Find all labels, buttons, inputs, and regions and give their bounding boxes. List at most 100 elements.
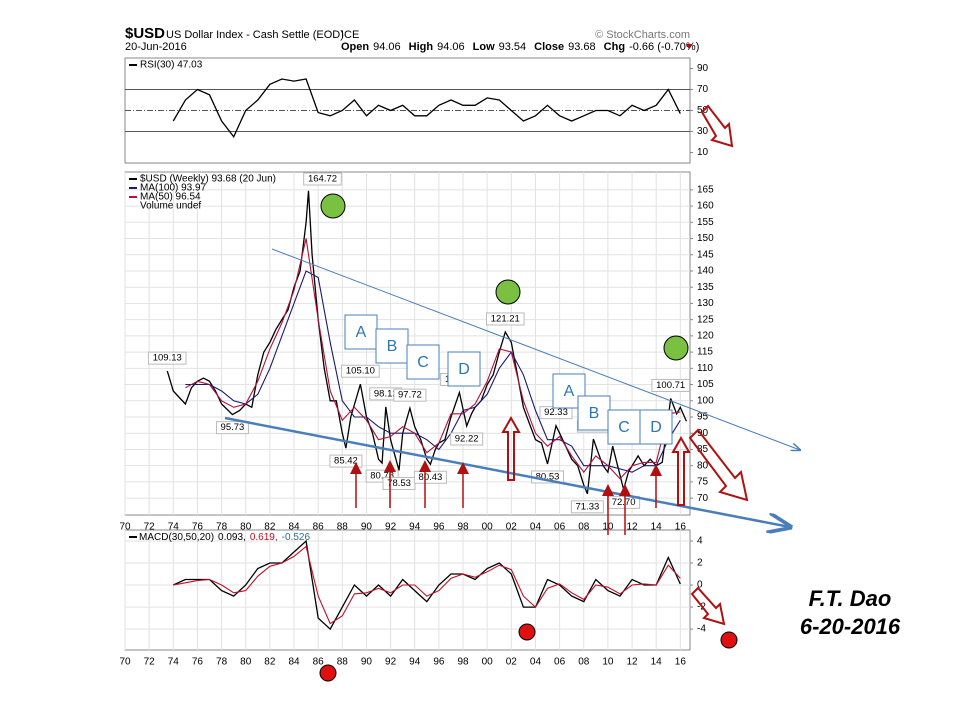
wave-box [447, 351, 481, 387]
quote-value: 93.68 [568, 41, 596, 53]
price-label-box [341, 364, 380, 378]
quote-label: High [409, 41, 434, 53]
price-label: 80.43 [419, 472, 443, 483]
wave-box [577, 395, 611, 431]
y-tick-label: 30 [697, 126, 709, 137]
series-line [185, 270, 681, 473]
y-tick-label: 125 [697, 314, 714, 325]
y-tick-label: 155 [697, 217, 714, 228]
x-tick-label: 98 [457, 657, 469, 668]
x-tick-label: 92 [385, 657, 397, 668]
y-tick-label: 85 [697, 444, 709, 455]
big-up-arrow [501, 415, 521, 481]
x-tick-label: 80 [240, 522, 252, 533]
y-tick-label: 70 [697, 493, 709, 504]
price-label: 71.33 [575, 501, 599, 512]
panel-frame [124, 529, 691, 651]
quote-label: Open [341, 41, 369, 53]
quote-value: 94.06 [373, 41, 401, 53]
wave-box [406, 344, 440, 380]
x-tick-label: 94 [409, 657, 421, 668]
instrument: US Dollar Index - Cash Settle (EOD) [166, 29, 344, 41]
x-tick-label: 12 [626, 522, 638, 533]
y-tick-label: 145 [697, 249, 714, 260]
y-tick-label: 110 [697, 363, 713, 374]
price-label: 80.53 [536, 471, 560, 482]
legend-entry: 0.619, [250, 532, 278, 543]
quote-value: -0.66 (-0.70%) [629, 41, 699, 53]
x-tick-label: 78 [216, 657, 228, 668]
x-tick-label: 72 [144, 522, 156, 533]
down-icon [686, 44, 692, 49]
price-label: 80.78 [370, 471, 394, 482]
quote-label: Close [534, 41, 564, 53]
price-label-box [570, 500, 604, 514]
series-line [185, 238, 681, 480]
y-tick-label: 2 [697, 558, 703, 569]
green-dot [495, 279, 521, 305]
price-label: 92.22 [455, 434, 479, 445]
x-tick-label: 04 [530, 522, 542, 533]
x-tick-label: 86 [313, 657, 325, 668]
x-tick-label: 02 [506, 657, 518, 668]
y-tick-label: 90 [697, 63, 709, 74]
symbol: $USD [125, 25, 165, 42]
red-dot [319, 664, 337, 682]
price-label: 105.10 [346, 366, 375, 377]
x-tick-label: 16 [675, 522, 687, 533]
y-tick-label: 135 [697, 282, 714, 293]
price-label-box [651, 378, 690, 392]
x-tick-label: 12 [626, 657, 638, 668]
y-tick-label: 10 [697, 147, 709, 158]
x-tick-label: 84 [288, 657, 300, 668]
x-tick-label: 02 [506, 522, 518, 533]
green-dot [320, 193, 346, 219]
price-label: 92.33 [544, 407, 568, 418]
x-tick-label: 88 [337, 657, 349, 668]
exchange: ICE [341, 29, 359, 41]
x-tick-label: 14 [651, 522, 663, 533]
x-tick-label: 16 [675, 657, 687, 668]
x-tick-label: 70 [119, 522, 131, 533]
y-tick-label: 75 [697, 477, 709, 488]
quote-label: Low [473, 41, 495, 53]
price-label: 95.73 [221, 422, 245, 433]
price-label: 121.21 [491, 313, 520, 324]
overlay [224, 104, 800, 682]
price-label: 97.72 [398, 390, 422, 401]
up-arrows [350, 460, 662, 535]
price-label: 164.72 [308, 174, 337, 185]
x-tick-label: 80 [240, 657, 252, 668]
x-tick-label: 00 [482, 657, 494, 668]
price-label-box [215, 421, 249, 435]
legend-entry: MA(50) 96.54 [140, 192, 201, 203]
price-label-box [147, 351, 187, 365]
legend-entry: $USD (Weekly) 93.68 (20 Jun) [140, 174, 276, 185]
y-tick-label: 120 [697, 331, 714, 342]
price-label: 109.13 [153, 353, 182, 364]
y-tick-label: 150 [697, 233, 714, 244]
y-tick-label: 105 [697, 379, 714, 390]
x-tick-label: 74 [168, 522, 180, 533]
x-tick-label: 94 [409, 522, 421, 533]
quote-value: 93.54 [499, 41, 527, 53]
series-line [172, 78, 681, 139]
wave-label: B [589, 405, 600, 422]
x-tick-label: 76 [192, 657, 204, 668]
x-tick-label: 90 [361, 657, 373, 668]
price-label: 72.70 [612, 497, 636, 508]
y-tick-label: 115 [697, 347, 713, 358]
x-tick-label: 06 [554, 657, 566, 668]
green-dot [663, 335, 689, 361]
price-label: 100.71 [656, 380, 685, 391]
author: F.T. Dao [809, 586, 892, 611]
legend-entry: -0.526 [282, 532, 311, 543]
x-tick-label: 86 [313, 522, 325, 533]
big-up-arrow [671, 435, 691, 506]
x-tick-label: 06 [554, 522, 566, 533]
red-dot [720, 631, 738, 649]
y-tick-label: 160 [697, 201, 714, 212]
